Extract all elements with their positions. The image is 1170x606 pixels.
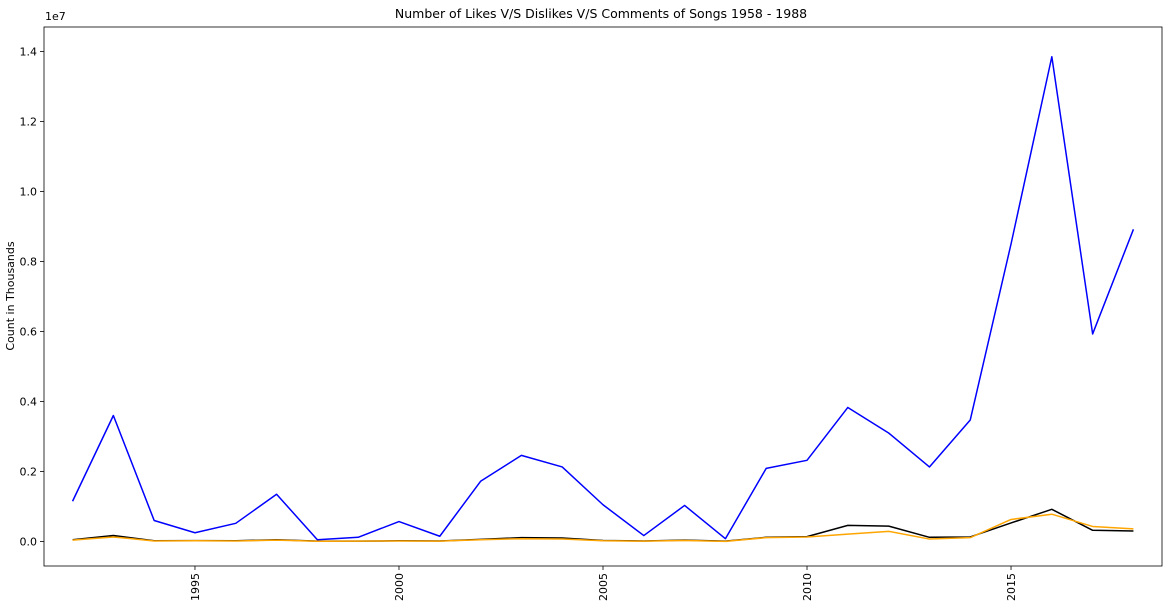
chart-title: Number of Likes V/S Dislikes V/S Comment… — [395, 6, 807, 21]
y-tick-label: 1.4 — [20, 46, 38, 59]
x-tick-label: 2015 — [1005, 573, 1018, 601]
y-tick-label: 1.2 — [20, 116, 38, 129]
x-tick-label: 1995 — [189, 573, 202, 601]
x-tick-label: 2005 — [597, 573, 610, 601]
series-line-3 — [72, 513, 1134, 543]
y-tick-label: 1.0 — [20, 186, 38, 199]
y-tick-label: 0.4 — [20, 396, 38, 409]
y-axis-offset-text: 1e7 — [45, 10, 66, 23]
plot-frame — [43, 26, 1163, 567]
y-tick-label: 0.6 — [20, 326, 38, 339]
y-tick-label: 0.2 — [20, 466, 38, 479]
y-tick-label: 0.0 — [20, 536, 38, 549]
x-tick-label: 2010 — [801, 573, 814, 601]
x-tick-label: 2000 — [393, 573, 406, 601]
x-axis-ticks: 1995 2000 2005 2010 2015 — [189, 566, 1018, 601]
series-lines — [71, 56, 1135, 543]
y-tick-label: 0.8 — [20, 256, 38, 269]
series-line-1 — [71, 56, 1135, 541]
y-axis-label: Count in Thousands — [4, 241, 17, 351]
y-axis-ticks: 0.0 0.2 0.4 0.6 0.8 1.0 1.2 1.4 — [20, 46, 44, 549]
